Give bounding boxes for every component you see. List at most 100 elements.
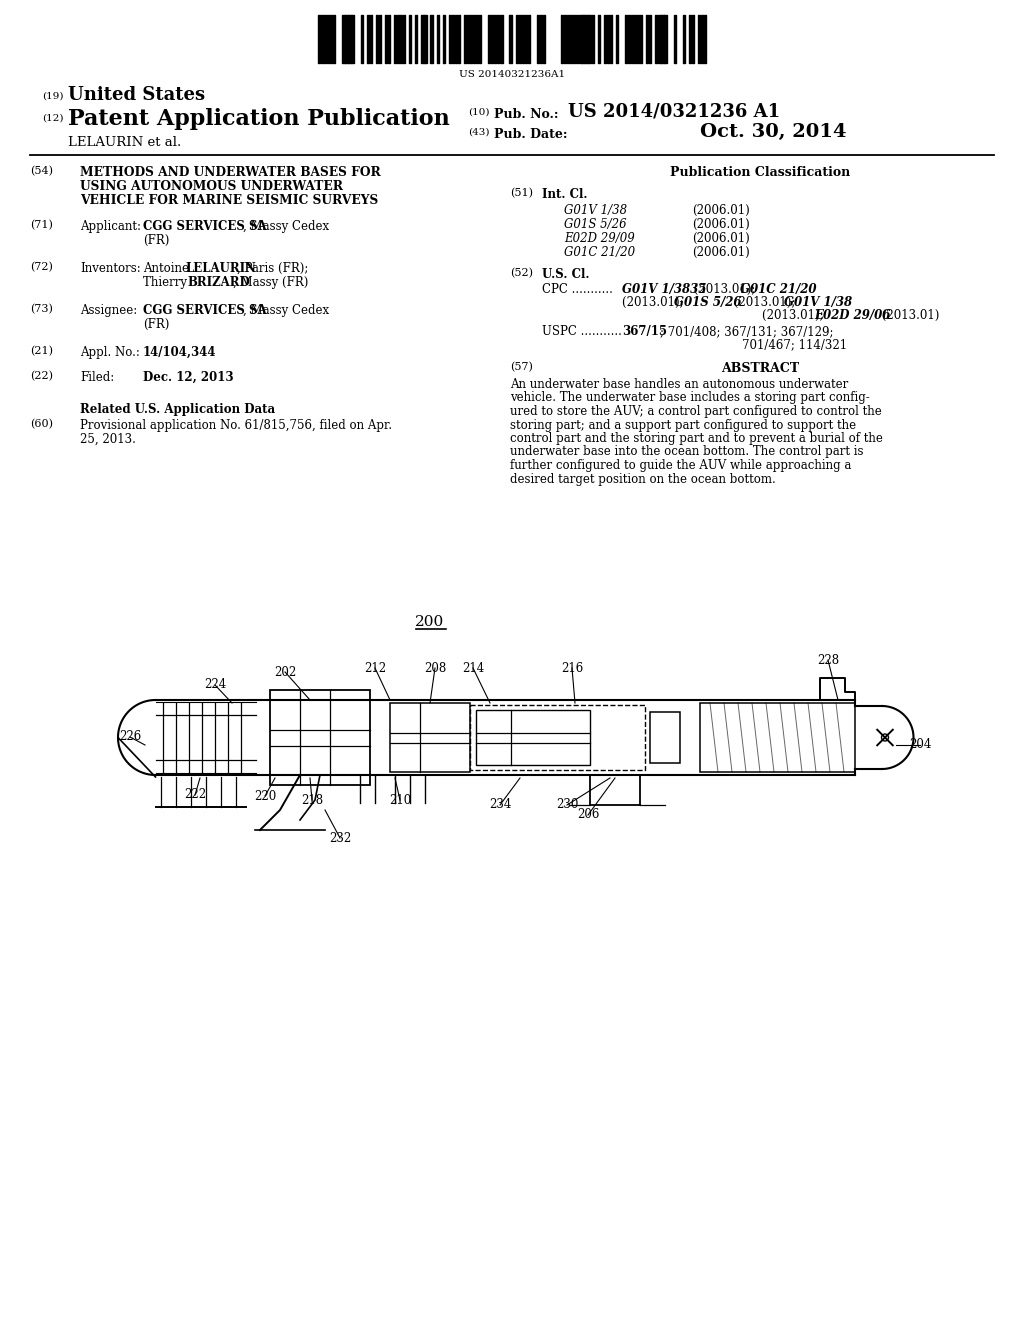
Text: (2013.01): (2013.01) xyxy=(878,309,939,322)
Text: G01V 1/38: G01V 1/38 xyxy=(784,296,852,309)
Text: 367/15: 367/15 xyxy=(622,325,667,338)
Text: (2006.01): (2006.01) xyxy=(692,246,750,259)
Text: Dec. 12, 2013: Dec. 12, 2013 xyxy=(143,371,233,384)
Text: (FR): (FR) xyxy=(143,234,169,247)
Text: USING AUTONOMOUS UNDERWATER: USING AUTONOMOUS UNDERWATER xyxy=(80,180,343,193)
Text: 200: 200 xyxy=(416,615,444,630)
Text: (43): (43) xyxy=(468,128,489,137)
Text: U.S. Cl.: U.S. Cl. xyxy=(542,268,590,281)
Text: 208: 208 xyxy=(424,661,446,675)
Text: (2006.01): (2006.01) xyxy=(692,232,750,246)
Text: (12): (12) xyxy=(42,114,63,123)
Bar xyxy=(470,705,645,770)
Text: LELAURIN: LELAURIN xyxy=(185,261,256,275)
Text: USPC ...........: USPC ........... xyxy=(542,325,622,338)
Text: 218: 218 xyxy=(301,793,323,807)
Text: G01C 21/20: G01C 21/20 xyxy=(564,246,635,259)
Text: (73): (73) xyxy=(30,304,53,314)
Text: underwater base into the ocean bottom. The control part is: underwater base into the ocean bottom. T… xyxy=(510,446,863,458)
Text: Provisional application No. 61/815,756, filed on Apr.: Provisional application No. 61/815,756, … xyxy=(80,418,392,432)
Text: 220: 220 xyxy=(254,789,276,803)
Text: control part and the storing part and to prevent a burial of the: control part and the storing part and to… xyxy=(510,432,883,445)
Text: METHODS AND UNDERWATER BASES FOR: METHODS AND UNDERWATER BASES FOR xyxy=(80,166,381,180)
Text: further configured to guide the AUV while approaching a: further configured to guide the AUV whil… xyxy=(510,459,851,473)
Text: CGG SERVICES SA: CGG SERVICES SA xyxy=(143,220,266,234)
Text: 232: 232 xyxy=(329,832,351,845)
Text: (2006.01): (2006.01) xyxy=(692,205,750,216)
Text: , Massy Cedex: , Massy Cedex xyxy=(243,304,329,317)
Text: Applicant:: Applicant: xyxy=(80,220,141,234)
Text: BRIZARD: BRIZARD xyxy=(187,276,250,289)
Text: US 2014/0321236 A1: US 2014/0321236 A1 xyxy=(568,103,780,121)
Text: Thierry: Thierry xyxy=(143,276,190,289)
Text: Oct. 30, 2014: Oct. 30, 2014 xyxy=(700,123,847,141)
Text: (2013.01);: (2013.01); xyxy=(762,309,827,322)
Text: 216: 216 xyxy=(561,661,583,675)
Text: (2013.01);: (2013.01); xyxy=(622,296,687,309)
Text: CPC ...........: CPC ........... xyxy=(542,282,613,296)
Text: (2013.01);: (2013.01); xyxy=(690,282,759,296)
Text: (60): (60) xyxy=(30,418,53,429)
Bar xyxy=(650,711,680,763)
Text: Assignee:: Assignee: xyxy=(80,304,137,317)
Text: vehicle. The underwater base includes a storing part config-: vehicle. The underwater base includes a … xyxy=(510,392,869,404)
Text: 234: 234 xyxy=(488,799,511,812)
Text: 228: 228 xyxy=(817,653,839,667)
Text: 224: 224 xyxy=(204,678,226,692)
Text: CGG SERVICES SA: CGG SERVICES SA xyxy=(143,304,266,317)
Text: Appl. No.:: Appl. No.: xyxy=(80,346,140,359)
Text: Int. Cl.: Int. Cl. xyxy=(542,187,588,201)
Text: 701/467; 114/321: 701/467; 114/321 xyxy=(742,338,847,351)
Text: ; 701/408; 367/131; 367/129;: ; 701/408; 367/131; 367/129; xyxy=(660,325,834,338)
Bar xyxy=(390,704,470,772)
Text: Antoine: Antoine xyxy=(143,261,193,275)
Text: (19): (19) xyxy=(42,92,63,102)
Text: Pub. No.:: Pub. No.: xyxy=(494,108,558,121)
Text: storing part; and a support part configured to support the: storing part; and a support part configu… xyxy=(510,418,856,432)
Text: G01C 21/20: G01C 21/20 xyxy=(740,282,816,296)
Text: United States: United States xyxy=(68,86,205,104)
Text: (71): (71) xyxy=(30,220,53,230)
Text: ured to store the AUV; a control part configured to control the: ured to store the AUV; a control part co… xyxy=(510,405,882,418)
Text: , Paris (FR);: , Paris (FR); xyxy=(237,261,308,275)
Text: (2013.01);: (2013.01); xyxy=(730,296,799,309)
Bar xyxy=(476,710,590,766)
Text: ABSTRACT: ABSTRACT xyxy=(721,362,799,375)
Text: An underwater base handles an autonomous underwater: An underwater base handles an autonomous… xyxy=(510,378,848,391)
Text: (52): (52) xyxy=(510,268,534,279)
Text: (21): (21) xyxy=(30,346,53,356)
Text: 210: 210 xyxy=(389,793,411,807)
Text: G01V 1/3835: G01V 1/3835 xyxy=(622,282,707,296)
Text: US 20140321236A1: US 20140321236A1 xyxy=(459,70,565,79)
Text: 206: 206 xyxy=(577,808,599,821)
Text: 25, 2013.: 25, 2013. xyxy=(80,433,136,446)
Text: (51): (51) xyxy=(510,187,534,198)
Text: (2006.01): (2006.01) xyxy=(692,218,750,231)
Text: E02D 29/09: E02D 29/09 xyxy=(564,232,635,246)
Text: Inventors:: Inventors: xyxy=(80,261,140,275)
Text: Patent Application Publication: Patent Application Publication xyxy=(68,108,450,129)
Text: G01S 5/26: G01S 5/26 xyxy=(674,296,741,309)
Text: 214: 214 xyxy=(462,661,484,675)
Text: Filed:: Filed: xyxy=(80,371,115,384)
Bar xyxy=(700,704,855,772)
Text: 204: 204 xyxy=(909,738,931,751)
Text: G01V 1/38: G01V 1/38 xyxy=(564,205,627,216)
Text: G01S 5/26: G01S 5/26 xyxy=(564,218,627,231)
Text: 226: 226 xyxy=(119,730,141,743)
Text: LELAURIN et al.: LELAURIN et al. xyxy=(68,136,181,149)
Text: desired target position on the ocean bottom.: desired target position on the ocean bot… xyxy=(510,473,776,486)
Text: 230: 230 xyxy=(556,799,579,812)
Text: Publication Classification: Publication Classification xyxy=(670,166,850,180)
Text: (72): (72) xyxy=(30,261,53,272)
Bar xyxy=(270,690,370,785)
Text: (10): (10) xyxy=(468,108,489,117)
Text: , Massy Cedex: , Massy Cedex xyxy=(243,220,329,234)
Text: E02D 29/06: E02D 29/06 xyxy=(814,309,891,322)
Text: 202: 202 xyxy=(273,665,296,678)
Text: Related U.S. Application Data: Related U.S. Application Data xyxy=(80,403,275,416)
Text: VEHICLE FOR MARINE SEISMIC SURVEYS: VEHICLE FOR MARINE SEISMIC SURVEYS xyxy=(80,194,378,207)
Text: 222: 222 xyxy=(184,788,206,801)
Text: , Massy (FR): , Massy (FR) xyxy=(233,276,308,289)
Text: (54): (54) xyxy=(30,166,53,177)
